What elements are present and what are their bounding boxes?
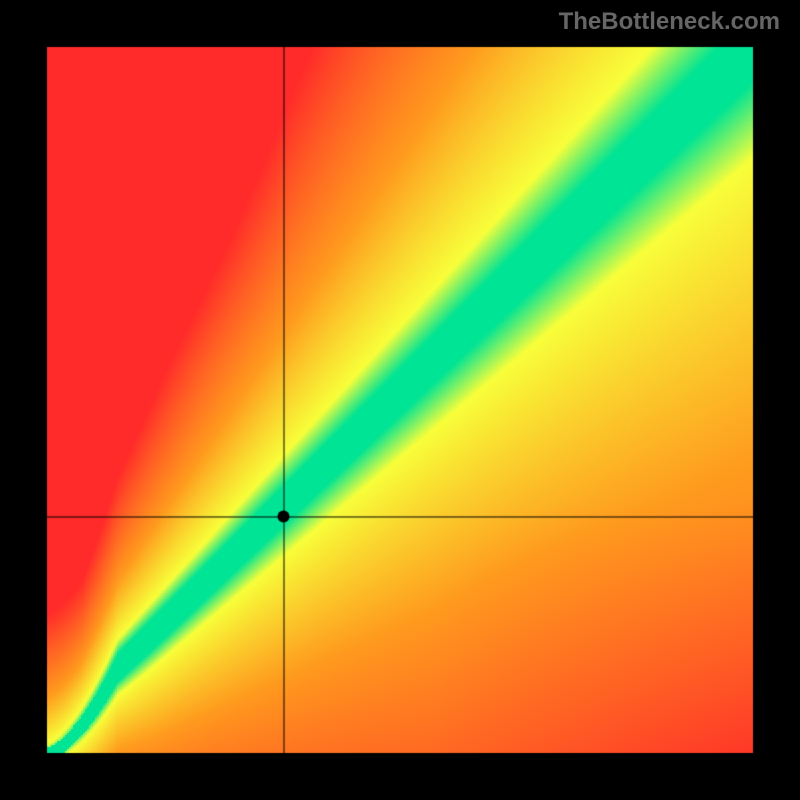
watermark-text: TheBottleneck.com	[559, 8, 780, 36]
chart-container: TheBottleneck.com	[0, 0, 800, 800]
heatmap-canvas	[0, 0, 800, 800]
